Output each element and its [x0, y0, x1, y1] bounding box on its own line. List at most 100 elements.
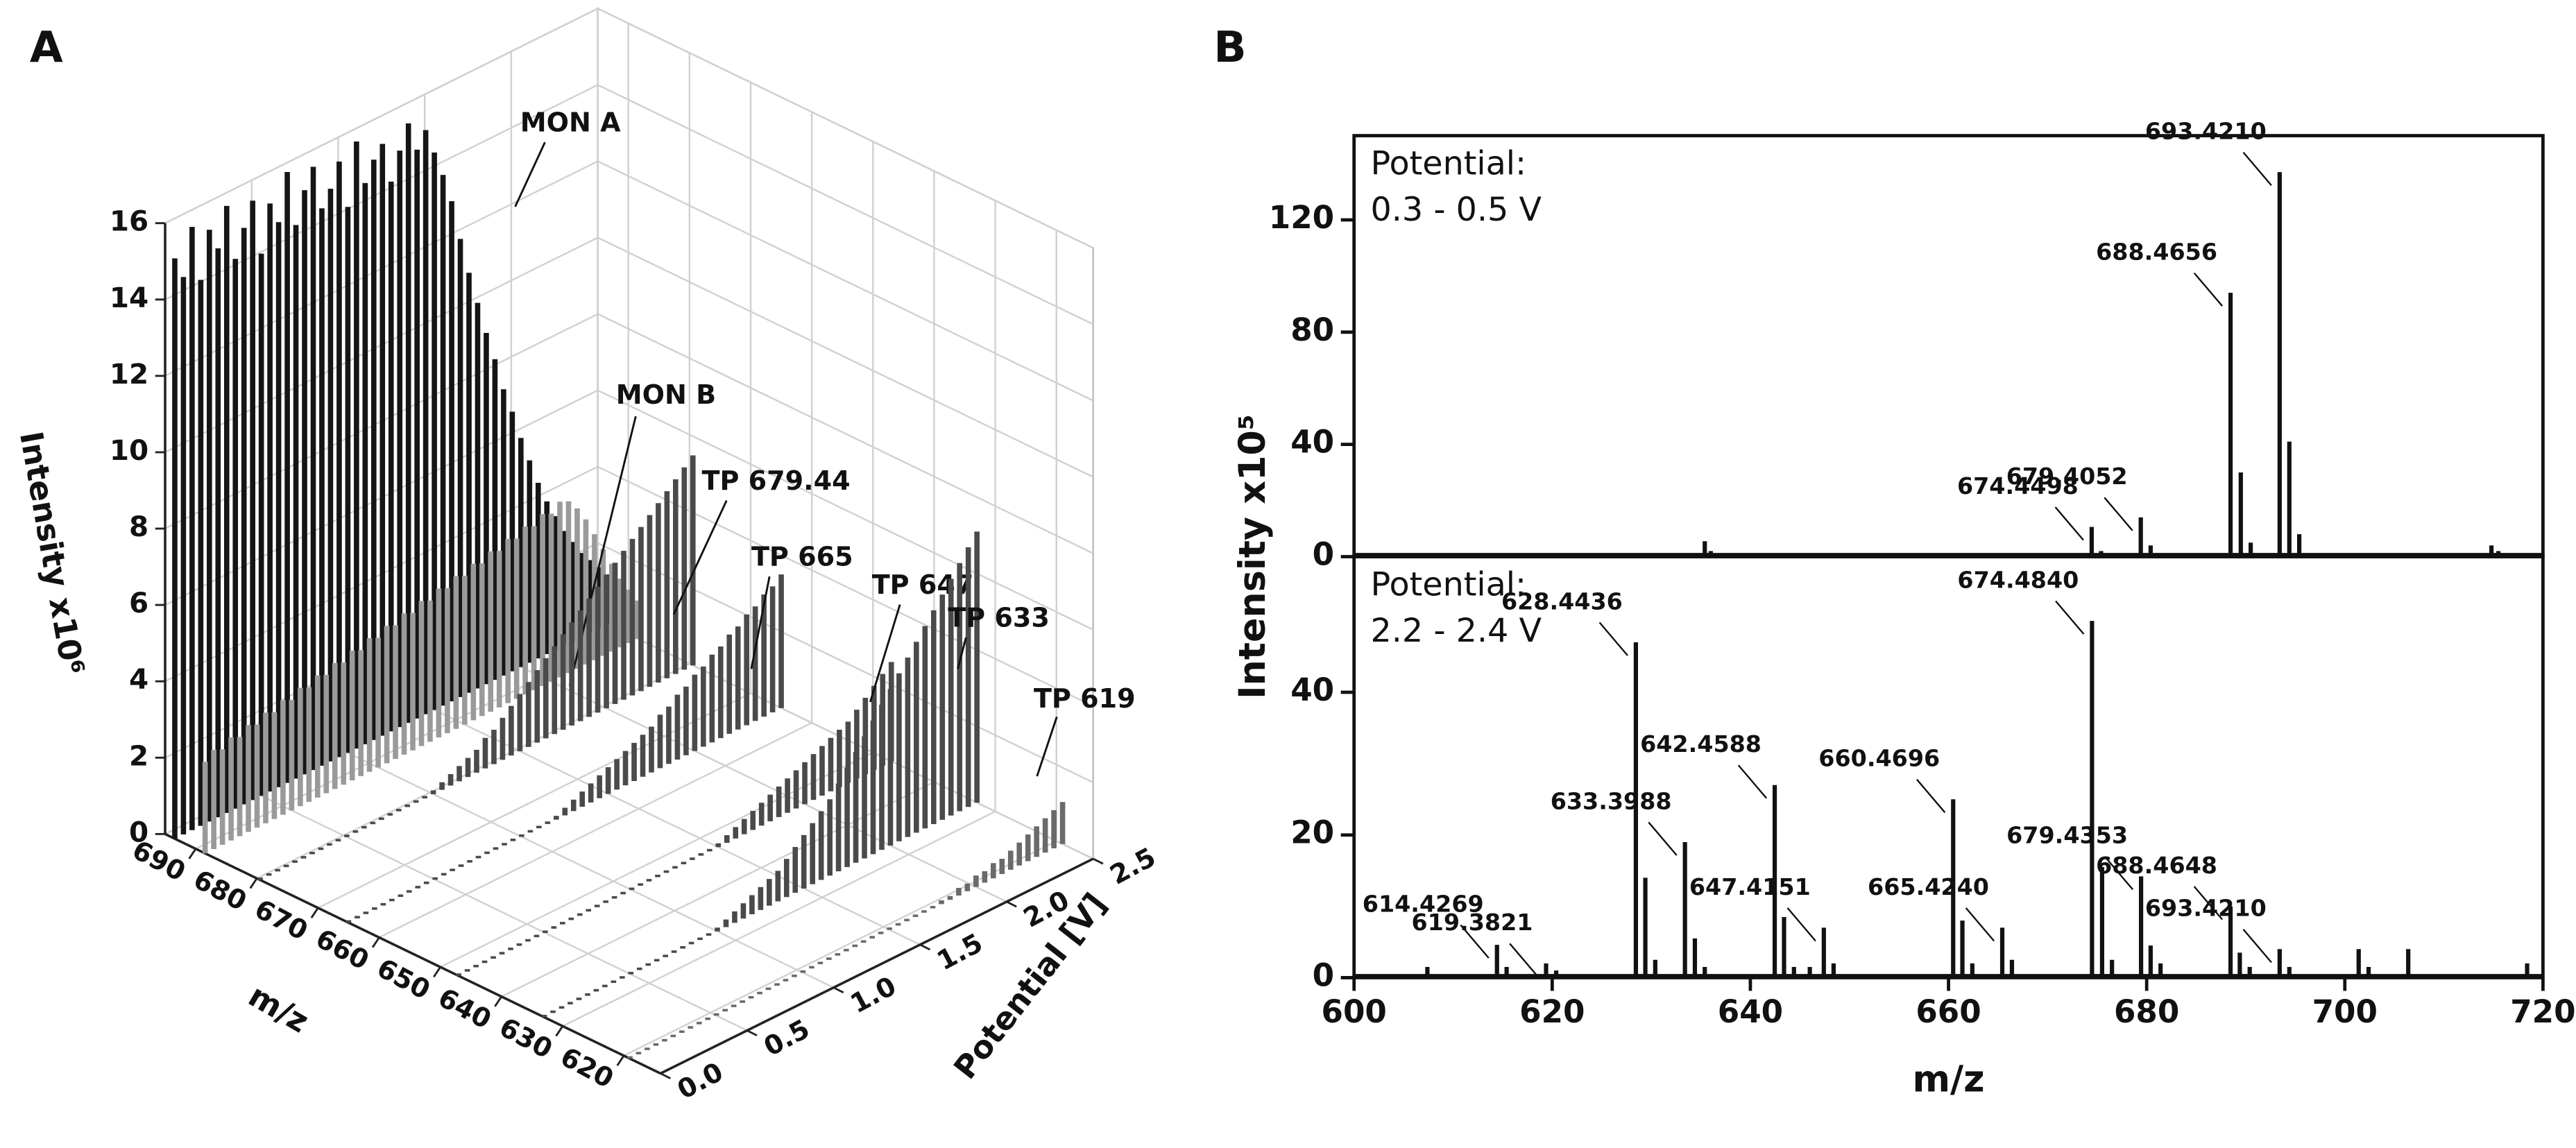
- bar: [617, 579, 624, 648]
- peak-label: 674.4840: [1957, 566, 2079, 593]
- z-tick-label: 0: [129, 815, 148, 848]
- bar: [458, 864, 464, 867]
- bar: [602, 984, 608, 988]
- bar: [457, 766, 462, 782]
- bar: [432, 152, 437, 710]
- bar: [207, 230, 212, 822]
- leader-line: [1509, 943, 1539, 977]
- bar: [740, 903, 747, 919]
- bar: [318, 847, 324, 850]
- leader-line: [1460, 924, 1490, 959]
- bar: [800, 970, 806, 973]
- z-tick-label: 14: [110, 281, 148, 314]
- bar: [518, 438, 524, 667]
- peak-label: 693.4210: [2145, 118, 2267, 145]
- bar: [500, 717, 506, 760]
- bar: [462, 575, 468, 725]
- bar: [757, 991, 762, 995]
- bar: [309, 851, 315, 855]
- bar: [372, 907, 377, 910]
- bar: [470, 563, 477, 721]
- bar: [629, 538, 636, 696]
- bar: [922, 626, 928, 829]
- bar: [862, 736, 867, 859]
- bar: [440, 175, 446, 706]
- y-tick: [833, 986, 844, 994]
- bar: [527, 830, 534, 833]
- bar: [366, 638, 373, 772]
- bar: [801, 834, 807, 889]
- grid-line: [511, 661, 1007, 903]
- bar: [271, 712, 278, 819]
- bar: [389, 898, 395, 902]
- bar: [475, 855, 481, 859]
- bar: [723, 919, 729, 927]
- bar: [540, 514, 545, 686]
- bar: [939, 594, 946, 820]
- bar: [522, 526, 528, 695]
- bar: [595, 586, 601, 713]
- grid-line: [597, 84, 1094, 325]
- y-tick-label: 80: [1290, 311, 1334, 348]
- bar: [388, 181, 394, 732]
- bar: [1059, 802, 1066, 844]
- bar: [525, 682, 531, 747]
- bar: [817, 961, 824, 965]
- bar: [341, 662, 347, 785]
- bar: [597, 775, 602, 798]
- bar: [914, 642, 919, 833]
- annotation: 2.2 - 2.4 V: [1371, 612, 1542, 650]
- bar: [413, 800, 419, 803]
- bar: [921, 910, 927, 913]
- bar: [948, 579, 954, 816]
- bar: [670, 1034, 676, 1038]
- bar: [869, 936, 875, 939]
- bar: [488, 551, 494, 712]
- bar: [870, 720, 876, 855]
- bar: [502, 843, 507, 846]
- bar: [280, 700, 286, 815]
- grid-line: [164, 8, 599, 224]
- bar: [501, 389, 506, 676]
- bar: [999, 859, 1005, 875]
- leader-line: [2054, 506, 2084, 541]
- bar: [835, 953, 841, 956]
- bar: [930, 906, 936, 909]
- bar: [473, 964, 479, 968]
- bar: [690, 455, 696, 666]
- bar: [404, 804, 411, 807]
- bar: [1042, 818, 1048, 853]
- bar: [534, 934, 540, 938]
- bar: [896, 673, 902, 841]
- bar: [688, 941, 694, 945]
- bar: [570, 799, 577, 812]
- bar: [423, 130, 429, 714]
- bar: [456, 973, 461, 976]
- bar: [828, 737, 834, 791]
- bar: [611, 896, 617, 899]
- grid-line: [251, 790, 748, 1031]
- bar: [464, 969, 470, 972]
- series-label: MON A: [520, 107, 621, 137]
- bar: [475, 302, 481, 689]
- bar: [574, 508, 580, 669]
- bar: [517, 694, 523, 752]
- bar: [586, 598, 592, 717]
- bar: [974, 531, 980, 803]
- bar: [541, 1014, 547, 1018]
- bar: [332, 662, 338, 789]
- leader-line: [2242, 928, 2272, 963]
- bar: [586, 909, 592, 912]
- bar: [430, 790, 436, 794]
- bar: [895, 923, 901, 926]
- bar: [726, 634, 733, 734]
- bar: [241, 228, 247, 805]
- bar: [744, 614, 749, 726]
- annotation: 0.3 - 0.5 V: [1371, 191, 1542, 229]
- grid-line: [337, 747, 835, 988]
- bar: [180, 277, 187, 834]
- bar: [735, 626, 741, 730]
- grid-line: [597, 542, 1094, 784]
- bar: [445, 588, 450, 733]
- bar: [323, 674, 330, 794]
